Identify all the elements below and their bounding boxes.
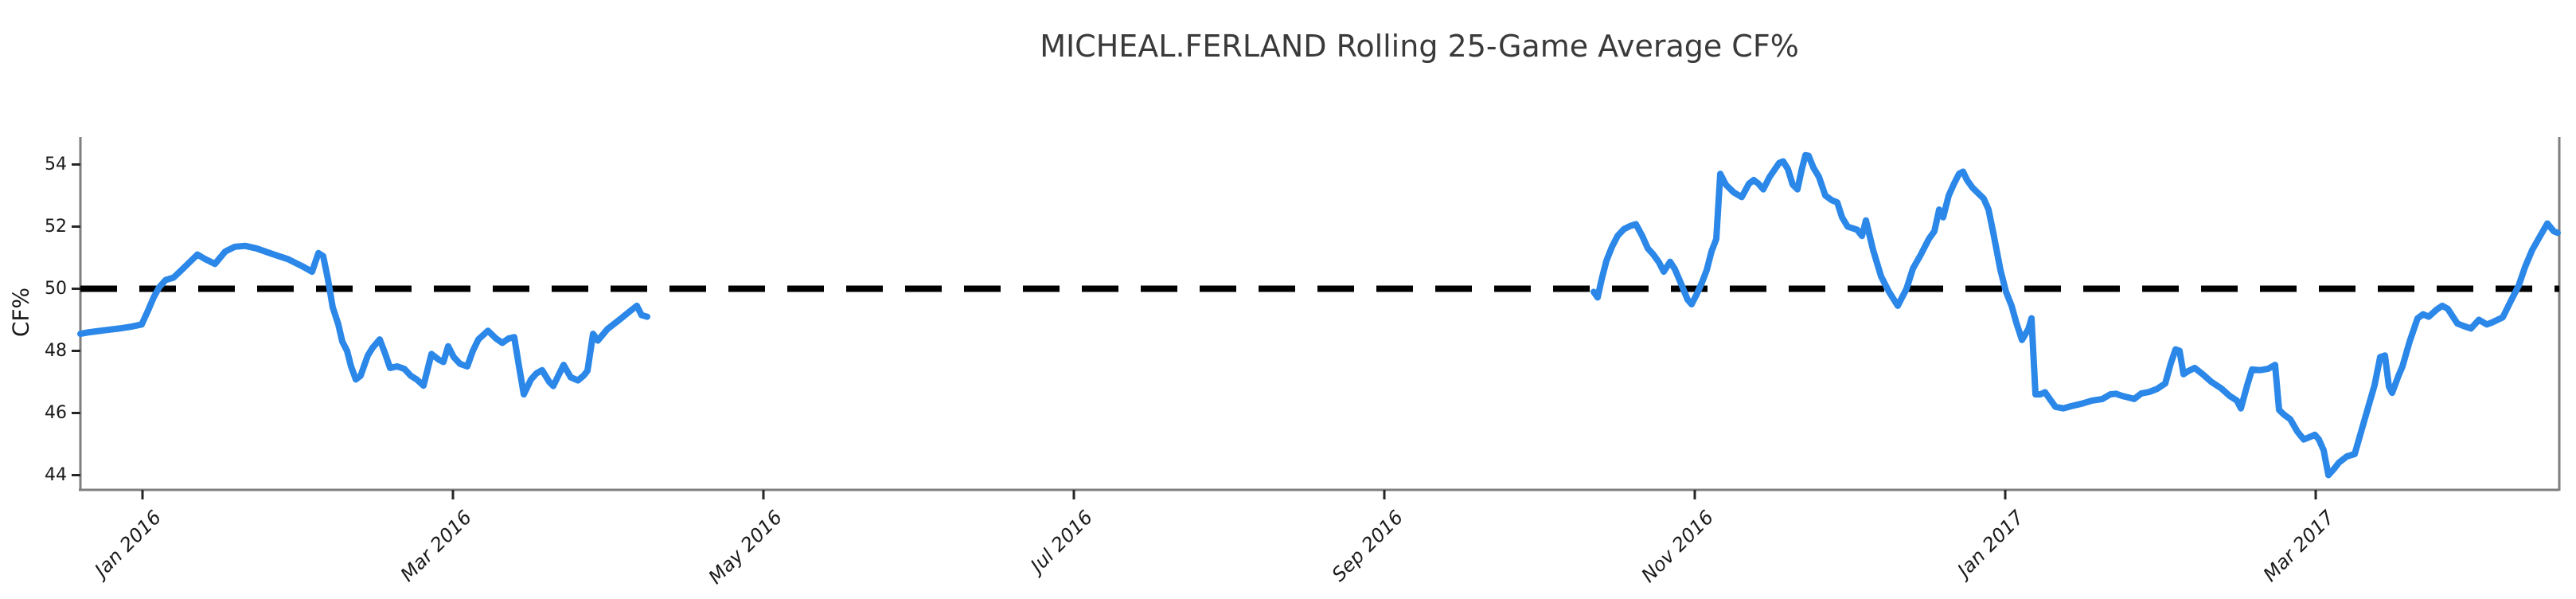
cf-line-segment-1 <box>77 242 650 398</box>
y-tick-label: 50 <box>45 278 67 299</box>
y-tick-label: 54 <box>45 154 67 174</box>
y-tick-label: 46 <box>45 402 67 423</box>
chart-title: MICHEAL.FERLAND Rolling 25-Game Average … <box>1040 29 1799 64</box>
y-tick-label: 48 <box>45 340 67 361</box>
y-tick-label: 44 <box>45 464 67 485</box>
y-tick-label: 52 <box>45 216 67 237</box>
cf-line-segment-2 <box>1590 151 2561 479</box>
